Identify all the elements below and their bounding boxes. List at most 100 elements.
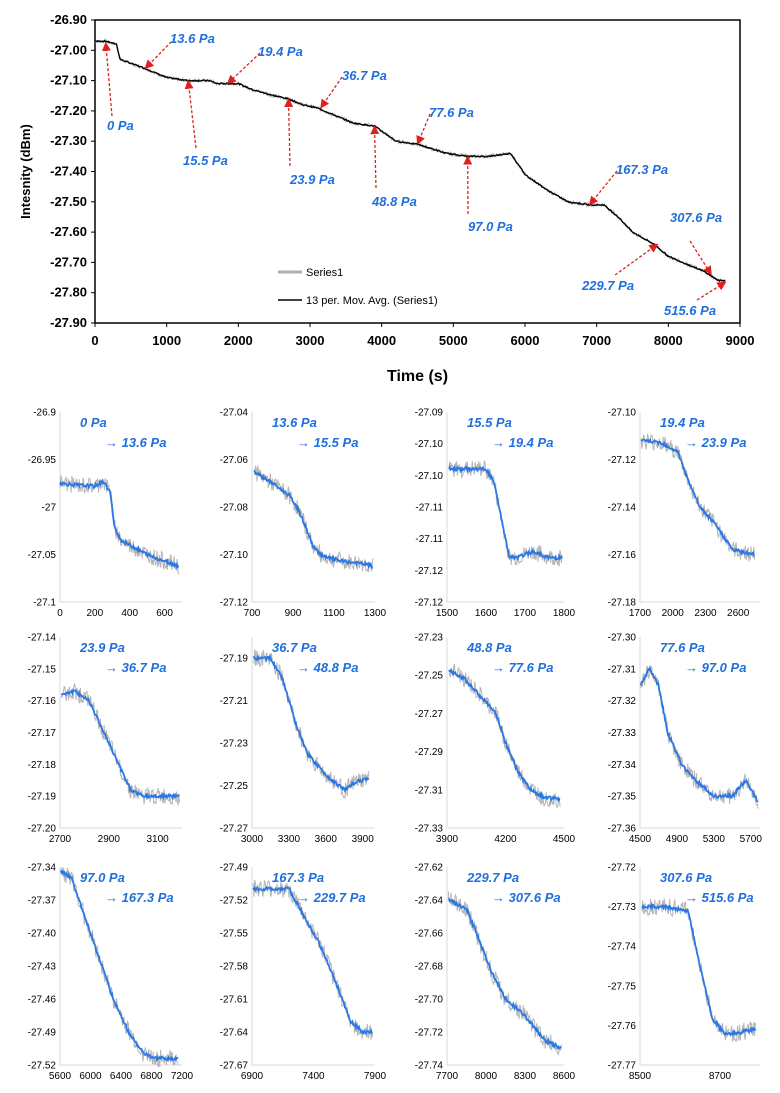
panel-average-line (641, 902, 757, 1038)
panel-y-tick-label: -27.52 (220, 896, 249, 907)
panel-average-line (253, 469, 374, 570)
y-tick-label: -27.90 (50, 315, 87, 330)
panel-10: -27.49 -27.52 -27.55 -27.58 -27.61 -27.64 -27.… (220, 863, 387, 1083)
legend-label-moving-average: 13 per. Mov. Avg. (Series1) (306, 295, 438, 307)
panel-x-tick-label: 600 (156, 608, 173, 619)
panel-y-tick-label: -27.25 (220, 781, 249, 792)
panel-x-tick-label: 4500 (553, 834, 576, 845)
panel-x-tick-label: 3900 (436, 834, 459, 845)
panel-title-from: 0 Pa (80, 415, 107, 430)
panel-y-tick-label: -27.66 (415, 929, 444, 940)
panel-x-tick-label: 8700 (709, 1071, 732, 1082)
panel-x-tick-label: 2000 (662, 608, 685, 619)
panel-1: -26.9 -26.95 -27 -27.05 -27.10 200 400 600 0 Pa →… (28, 408, 182, 619)
panel-y-tick-label: -27.12 (415, 598, 444, 609)
panel-y-tick-label: -27.16 (608, 550, 637, 561)
panel-x-tick-label: 4200 (494, 834, 517, 845)
panel-title-to: → 307.6 Pa (492, 890, 561, 905)
panel-y-tick-label: -27.15 (28, 664, 57, 675)
panel-x-tick-label: 5300 (703, 834, 726, 845)
panel-x-tick-label: 700 (244, 608, 261, 619)
x-tick-label: 1000 (152, 333, 181, 348)
annotation-arrow (416, 113, 431, 146)
annotation-arrow (101, 41, 113, 117)
annotation-label: 0 Pa (107, 118, 134, 133)
panel-x-tick-label: 2900 (98, 834, 121, 845)
panel-y-tick-label: -27.33 (415, 824, 444, 835)
panel-title-to: → 77.6 Pa (492, 660, 553, 675)
panel-y-tick-label: -27.55 (220, 929, 249, 940)
panel-average-line (640, 666, 759, 803)
panel-y-tick-label: -27.43 (28, 962, 57, 973)
panel-y-tick-label: -27.16 (28, 696, 57, 707)
legend-label-series1: Series1 (306, 267, 343, 279)
panel-y-tick-label: -27.17 (28, 728, 57, 739)
panel-y-tick-label: -27 (42, 503, 57, 514)
panel-x-tick-label: 7400 (302, 1071, 325, 1082)
panel-y-tick-label: -27.11 (415, 534, 443, 545)
panel-y-tick-label: -27.10 (220, 550, 249, 561)
panel-x-tick-label: 1700 (629, 608, 652, 619)
panel-title-to: → 19.4 Pa (492, 435, 553, 450)
panel-y-tick-label: -27.10 (415, 471, 444, 482)
panel-y-tick-label: -27.49 (28, 1028, 57, 1039)
panel-x-tick-label: 6900 (241, 1071, 264, 1082)
panel-x-tick-label: 400 (121, 608, 138, 619)
panel-x-tick-label: 5700 (740, 834, 763, 845)
panel-x-tick-label: 3900 (352, 834, 375, 845)
annotation-label: 97.0 Pa (468, 219, 513, 234)
panel-average-line (252, 653, 370, 794)
panel-title-from: 167.3 Pa (272, 870, 324, 885)
panel-y-tick-label: -27.35 (608, 792, 637, 803)
panel-title-to: → 97.0 Pa (685, 660, 746, 675)
panel-y-tick-label: -27.52 (28, 1061, 57, 1072)
panel-x-tick-label: 1800 (553, 608, 576, 619)
panel-y-tick-label: -27.25 (415, 671, 444, 682)
panel-x-tick-label: 1100 (323, 608, 345, 619)
panel-title-to: → 515.6 Pa (685, 890, 754, 905)
y-tick-label: -27.40 (50, 164, 87, 179)
annotation-arrow (696, 281, 727, 301)
panel-title-to: → 48.8 Pa (297, 660, 358, 675)
annotation-label: 515.6 Pa (664, 303, 716, 318)
y-tick-label: -27.20 (50, 103, 87, 118)
panel-title-to: → 36.7 Pa (105, 660, 166, 675)
panel-y-tick-label: -27.58 (220, 962, 249, 973)
panel-y-tick-label: -27.62 (415, 863, 444, 874)
panel-average-line (447, 897, 562, 1050)
panel-x-tick-label: 8600 (553, 1071, 576, 1082)
panel-average-line (60, 688, 180, 801)
panel-y-tick-label: -27.37 (28, 896, 57, 907)
panel-average-line (640, 437, 755, 557)
panel-y-tick-label: -27.1 (33, 598, 56, 609)
annotation-label: 15.5 Pa (183, 153, 228, 168)
panel-y-tick-label: -27.10 (415, 439, 444, 450)
panel-title-to: → 229.7 Pa (297, 890, 366, 905)
annotation-label: 77.6 Pa (429, 105, 474, 120)
panel-x-tick-label: 6400 (110, 1071, 133, 1082)
annotation-label: 13.6 Pa (170, 31, 215, 46)
panel-x-tick-label: 6800 (140, 1071, 163, 1082)
series-line-moving-average (94, 39, 726, 283)
panel-title-from: 23.9 Pa (79, 640, 125, 655)
x-tick-label: 0 (91, 333, 98, 348)
panel-x-tick-label: 1700 (514, 608, 537, 619)
panel-title-to: → 23.9 Pa (685, 435, 746, 450)
panel-title-from: 36.7 Pa (272, 640, 317, 655)
panel-9: -27.34 -27.37 -27.40 -27.43 -27.46 -27.49 -27.… (28, 863, 194, 1083)
panel-x-tick-label: 1500 (436, 608, 459, 619)
panel-title-from: 15.5 Pa (467, 415, 512, 430)
x-axis-label: Time (s) (387, 368, 448, 385)
annotation-arrow (689, 240, 712, 276)
panel-x-tick-label: 3000 (241, 834, 264, 845)
panel-y-tick-label: -27.34 (608, 760, 637, 771)
main-chart: -27.90 -27.80 -27.70 -27.60 -27.50 -27.40 -27.… (18, 12, 754, 385)
annotation-label: 19.4 Pa (258, 44, 303, 59)
panel-x-tick-label: 2700 (49, 834, 72, 845)
panel-raw-line (641, 898, 757, 1043)
panel-x-tick-label: 8300 (514, 1071, 537, 1082)
panel-y-tick-label: -27.77 (608, 1061, 637, 1072)
panel-y-tick-label: -27.40 (28, 929, 57, 940)
